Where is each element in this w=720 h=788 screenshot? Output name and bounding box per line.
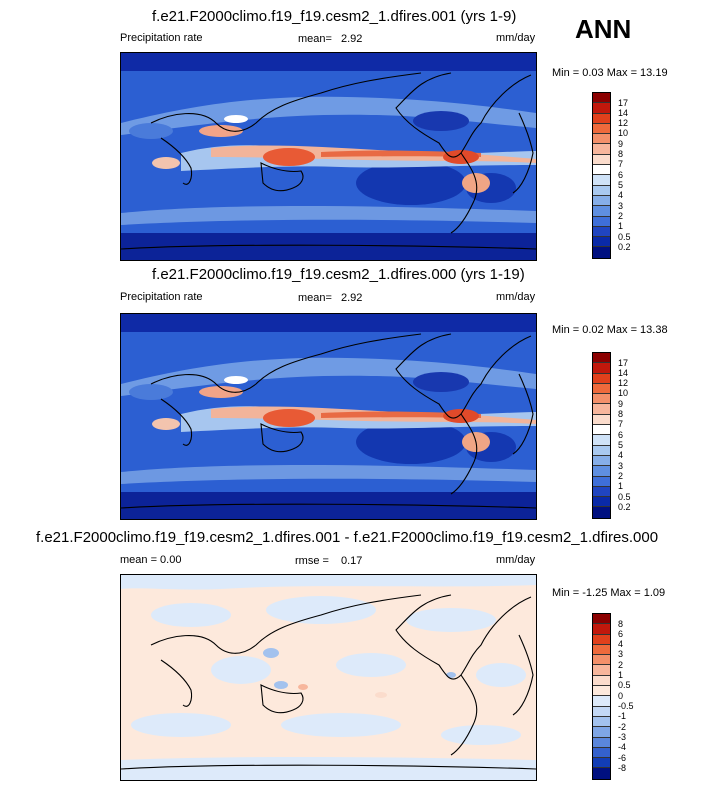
panel2-tick: 3 <box>618 461 624 471</box>
panel1-colorbar <box>592 92 611 259</box>
panel3-tick: 4 <box>618 639 624 649</box>
panel1-tick: 6 <box>618 170 624 180</box>
panel1-tick: 4 <box>618 190 624 200</box>
panel2-tick: 1 <box>618 481 624 491</box>
panel1-mean-label: mean= <box>298 33 332 45</box>
panel3-tick: 6 <box>618 629 624 639</box>
panel1-tick: 12 <box>618 118 629 128</box>
panel1-tick: 1 <box>618 221 624 231</box>
panel3-tick: 3 <box>618 649 624 659</box>
panel2-tick: 0.5 <box>618 492 631 502</box>
panel1-tick: 2 <box>618 211 624 221</box>
panel3-units: mm/day <box>496 554 536 566</box>
panel1-tick: 8 <box>618 149 624 159</box>
panel2-tick: 14 <box>618 368 629 378</box>
panel1-tick: 0.2 <box>618 242 631 252</box>
panel3-tick: -8 <box>618 763 627 773</box>
panel1-tick: 7 <box>618 159 624 169</box>
panel2-field-label: Precipitation rate <box>120 291 203 303</box>
panel2-minmax: Min = 0.02 Max = 13.38 <box>552 324 668 336</box>
panel3-tick: -3 <box>618 732 627 742</box>
panel2-title: f.e21.F2000climo.f19_f19.cesm2_1.dfires.… <box>152 266 525 283</box>
panel2-tick: 5 <box>618 440 624 450</box>
panel3-tick: 8 <box>618 619 624 629</box>
panel2-tick: 10 <box>618 388 629 398</box>
panel1-units: mm/day <box>496 32 536 44</box>
panel3-tick: 0 <box>618 691 624 701</box>
panel3-tick: 2 <box>618 660 624 670</box>
panel1-precip-field <box>121 53 536 260</box>
panel1-field-label: Precipitation rate <box>120 32 203 44</box>
panel2-precip-field <box>121 314 536 519</box>
panel1-map <box>120 52 537 261</box>
panel2-tick: 2 <box>618 471 624 481</box>
panel3-tick: -2 <box>618 722 627 732</box>
panel1-tick: 10 <box>618 128 629 138</box>
panel3-tick: -4 <box>618 742 627 752</box>
panel2-tick: 6 <box>618 430 624 440</box>
panel3-rmse-value: 0.17 <box>341 555 363 567</box>
panel1-minmax: Min = 0.03 Max = 13.19 <box>552 67 668 79</box>
panel3-colorbar <box>592 613 611 780</box>
panel3-difference-field <box>121 575 536 780</box>
panel2-tick: 12 <box>618 378 629 388</box>
panel2-mean-label: mean= <box>298 292 332 304</box>
panel2-tick: 4 <box>618 450 624 460</box>
panel2-tick: 9 <box>618 399 624 409</box>
panel3-mean-label: mean = 0.00 <box>120 554 182 566</box>
panel2-tick: 0.2 <box>618 502 631 512</box>
panel3-minmax: Min = -1.25 Max = 1.09 <box>552 587 666 599</box>
panel3-tick: -6 <box>618 753 627 763</box>
panel2-map <box>120 313 537 520</box>
panel1-tick: 5 <box>618 180 624 190</box>
panel2-units: mm/day <box>496 291 536 303</box>
panel3-tick: -0.5 <box>618 701 634 711</box>
panel1-tick: 9 <box>618 139 624 149</box>
panel3-tick: -1 <box>618 711 627 721</box>
panel2-tick: 17 <box>618 358 629 368</box>
panel3-tick: 1 <box>618 670 624 680</box>
panel1-tick: 0.5 <box>618 232 631 242</box>
panel3-tick: 0.5 <box>618 680 631 690</box>
panel3-title: f.e21.F2000climo.f19_f19.cesm2_1.dfires.… <box>36 529 659 546</box>
panel2-tick: 8 <box>618 409 624 419</box>
panel2-colorbar <box>592 352 611 519</box>
panel1-tick: 14 <box>618 108 629 118</box>
panel2-tick: 7 <box>618 419 624 429</box>
panel1-title: f.e21.F2000climo.f19_f19.cesm2_1.dfires.… <box>152 8 517 25</box>
panel3-map <box>120 574 537 781</box>
panel1-tick: 17 <box>618 98 629 108</box>
panel2-mean-value: 2.92 <box>341 292 363 304</box>
season-label: ANN <box>575 14 632 44</box>
panel1-tick: 3 <box>618 201 624 211</box>
panel1-mean-value: 2.92 <box>341 33 363 45</box>
panel3-rmse-label: rmse = <box>295 555 329 567</box>
